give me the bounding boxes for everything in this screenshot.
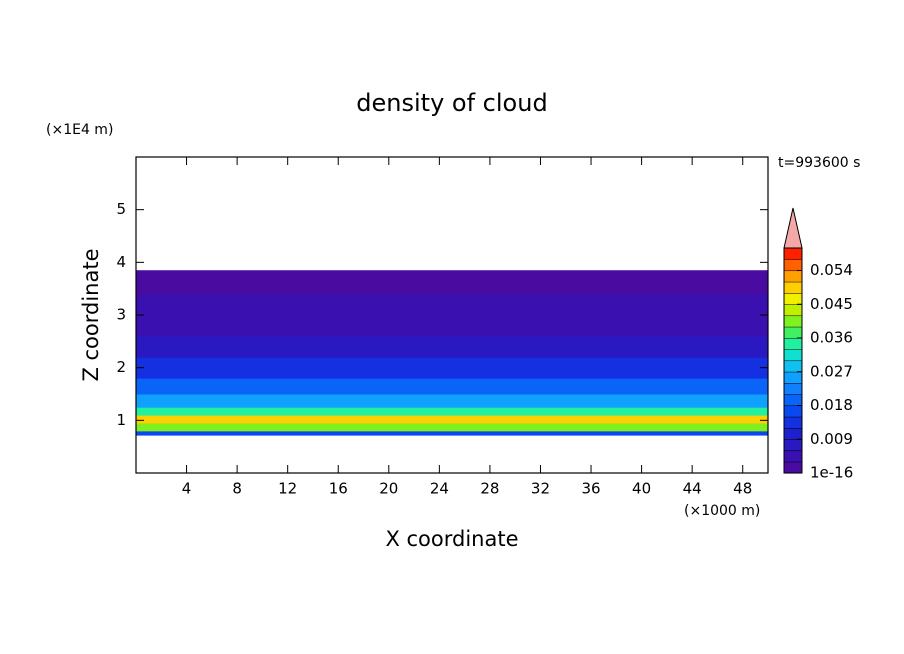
y-tick-label: 5	[116, 200, 126, 218]
x-tick-label: 28	[480, 480, 499, 498]
x-tick-label: 16	[329, 480, 348, 498]
colorbar-swatch	[783, 439, 803, 452]
contour-band	[136, 415, 768, 424]
x-tick-label: 24	[430, 480, 449, 498]
contour-band	[136, 378, 768, 395]
y-tick-label: 1	[116, 411, 126, 429]
colorbar-swatch	[783, 405, 803, 418]
x-tick-label: 32	[531, 480, 550, 498]
colorbar-tick-label: 0.036	[810, 329, 853, 347]
colorbar-swatch	[783, 326, 803, 339]
contour-band	[136, 430, 768, 436]
contour-band	[136, 270, 768, 295]
colorbar-swatch	[783, 270, 803, 283]
x-tick-label: 20	[379, 480, 398, 498]
x-tick-label: 40	[632, 480, 651, 498]
y-unit: (×1E4 m)	[46, 122, 113, 138]
colorbar-swatch	[783, 349, 803, 362]
y-axis-label: Z coordinate	[79, 248, 103, 381]
colorbar-swatch	[783, 247, 803, 260]
colorbar-swatch	[783, 304, 803, 317]
colorbar-tick-label: 0.045	[810, 295, 853, 313]
colorbar-swatch	[783, 292, 803, 305]
x-tick-label: 44	[683, 480, 702, 498]
colorbar-swatch	[783, 461, 803, 474]
x-tick-label: 36	[581, 480, 600, 498]
colorbar-swatch	[783, 427, 803, 440]
y-tick-label: 3	[116, 306, 126, 324]
colorbar-swatch	[783, 416, 803, 429]
colorbar-swatch	[783, 394, 803, 407]
colorbar-swatch	[783, 371, 803, 384]
x-tick-label: 8	[232, 480, 242, 498]
colorbar-frame	[783, 247, 803, 474]
time-label: t=993600 s	[778, 155, 860, 171]
colorbar-swatch	[783, 337, 803, 350]
colorbar-swatch	[783, 281, 803, 294]
colorbar-swatch	[783, 315, 803, 328]
x-tick-label: 48	[733, 480, 752, 498]
y-tick-label: 4	[116, 253, 126, 271]
colorbar-swatch	[783, 259, 803, 272]
colorbar-swatch	[783, 450, 803, 463]
colorbar-tick-label: 0.054	[810, 261, 853, 279]
x-unit: (×1000 m)	[684, 503, 760, 519]
colorbar-swatch	[783, 382, 803, 395]
colorbar-swatch	[783, 360, 803, 373]
contour-band	[136, 357, 768, 379]
x-axis-label: X coordinate	[385, 527, 518, 551]
contour-band	[136, 293, 768, 316]
x-tick-label: 12	[278, 480, 297, 498]
contour-band	[136, 315, 768, 337]
contour-band	[136, 422, 768, 432]
y-tick-label: 2	[116, 358, 126, 376]
colorbar-extension	[783, 207, 803, 249]
colorbar-tick-label: 0.027	[810, 362, 853, 380]
contour-band	[136, 407, 768, 416]
contour-band	[136, 336, 768, 358]
colorbar-tick-label: 1e-16	[810, 464, 853, 482]
x-tick-label: 4	[182, 480, 192, 498]
colorbar-tick-label: 0.009	[810, 430, 853, 448]
contour-band	[136, 394, 768, 408]
chart-title: density of cloud	[356, 89, 547, 117]
colorbar-tick-label: 0.018	[810, 396, 853, 414]
